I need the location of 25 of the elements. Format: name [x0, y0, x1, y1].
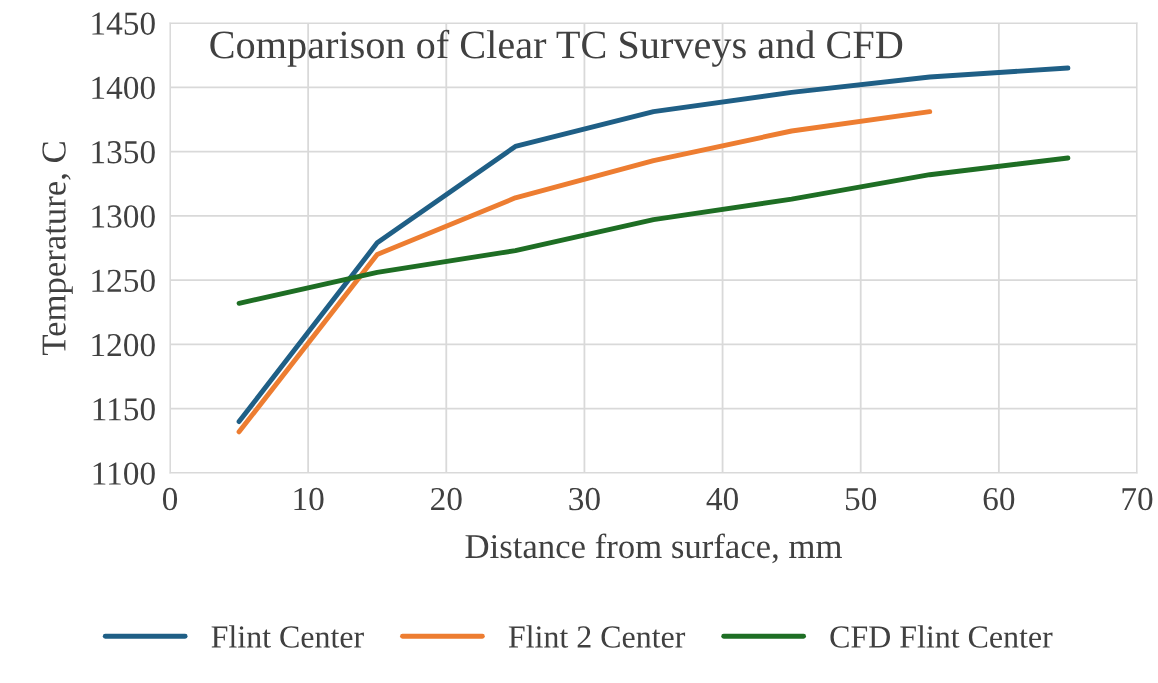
line-series [236, 65, 1071, 424]
legend-label: CFD Flint Center [830, 625, 1053, 648]
y-tick-label: 1100 [93, 462, 155, 485]
x-tick-label: 60 [983, 487, 1015, 511]
legend-label: Flint 2 Center [508, 625, 686, 648]
y-axis-title: Temperature, C [42, 142, 73, 356]
y-tick-label: 1450 [92, 12, 155, 35]
x-tick-label: 0 [162, 487, 178, 511]
chart-title: Comparison of Clear TC Surveys and CFD [210, 29, 903, 67]
x-axis-title: Distance from surface, mm [465, 533, 842, 564]
y-tick-label: 1150 [93, 398, 155, 421]
y-tick-label: 1400 [92, 76, 155, 100]
line-series [236, 155, 1071, 306]
y-tick-label: 1200 [92, 333, 155, 357]
x-tick-label: 40 [706, 487, 738, 511]
line-series [236, 109, 933, 435]
x-tick-label: 70 [1122, 487, 1153, 511]
x-tick-label: 20 [431, 487, 462, 511]
x-tick-label: 10 [294, 487, 324, 511]
x-tick-label: 50 [845, 487, 877, 511]
x-tick-label: 30 [569, 487, 600, 511]
y-tick-label: 1350 [92, 140, 155, 164]
y-tick-label: 1250 [92, 269, 155, 293]
legend-label: Flint Center [211, 625, 364, 648]
y-tick-label: 1300 [92, 205, 155, 228]
